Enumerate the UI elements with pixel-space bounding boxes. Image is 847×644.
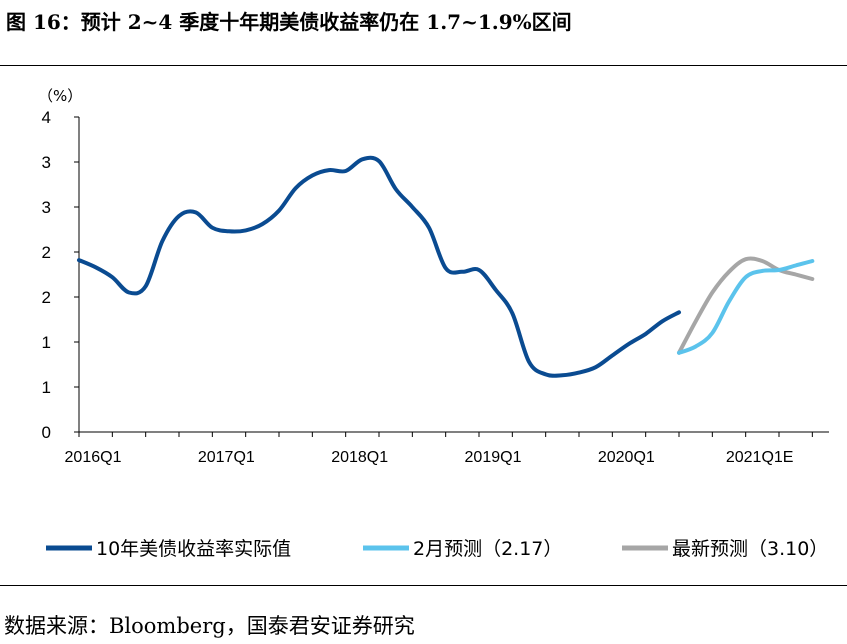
series-line-actual — [77, 155, 681, 378]
y-tick-label: 2 — [42, 288, 51, 307]
series-line-forecast-feb — [677, 259, 815, 355]
x-tick-label: 2021Q1E — [726, 449, 794, 466]
x-tick-label: 2017Q1 — [198, 449, 255, 466]
x-tick-label: 2016Q1 — [65, 449, 122, 466]
bottom-rule — [0, 585, 847, 586]
y-tick-label: 3 — [42, 153, 51, 172]
legend-item-forecast-latest-label: 最新预测（3.10） — [672, 538, 828, 560]
figure-title: 图 16：预计 2~4 季度十年期美债收益率仍在 1.7~1.9%区间 — [6, 10, 572, 34]
y-tick-label: 3 — [42, 198, 51, 217]
x-tick-label: 2018Q1 — [331, 449, 388, 466]
y-tick-label: 0 — [42, 423, 51, 442]
y-axis-unit: （%） — [38, 87, 82, 105]
top-rule — [0, 65, 847, 66]
x-tick-label: 2019Q1 — [465, 449, 522, 466]
y-tick-label: 1 — [42, 378, 51, 397]
y-tick-label: 1 — [42, 333, 51, 352]
series-line-forecast-latest — [677, 256, 815, 355]
legend-item-actual-label: 10年美债收益率实际值 — [96, 538, 291, 560]
y-tick-label: 4 — [42, 108, 51, 127]
source-note: 数据来源：Bloomberg，国泰君安证券研究 — [4, 614, 415, 638]
y-tick-label: 2 — [42, 243, 51, 262]
legend-item-forecast-feb-label: 2月预测（2.17） — [413, 538, 562, 560]
x-tick-label: 2020Q1 — [598, 449, 655, 466]
line-chart: 0 1 1 2 2 3 3 4 （%） 2016Q1 2017Q1 2018Q1 2019Q1 2020Q… — [38, 87, 829, 560]
